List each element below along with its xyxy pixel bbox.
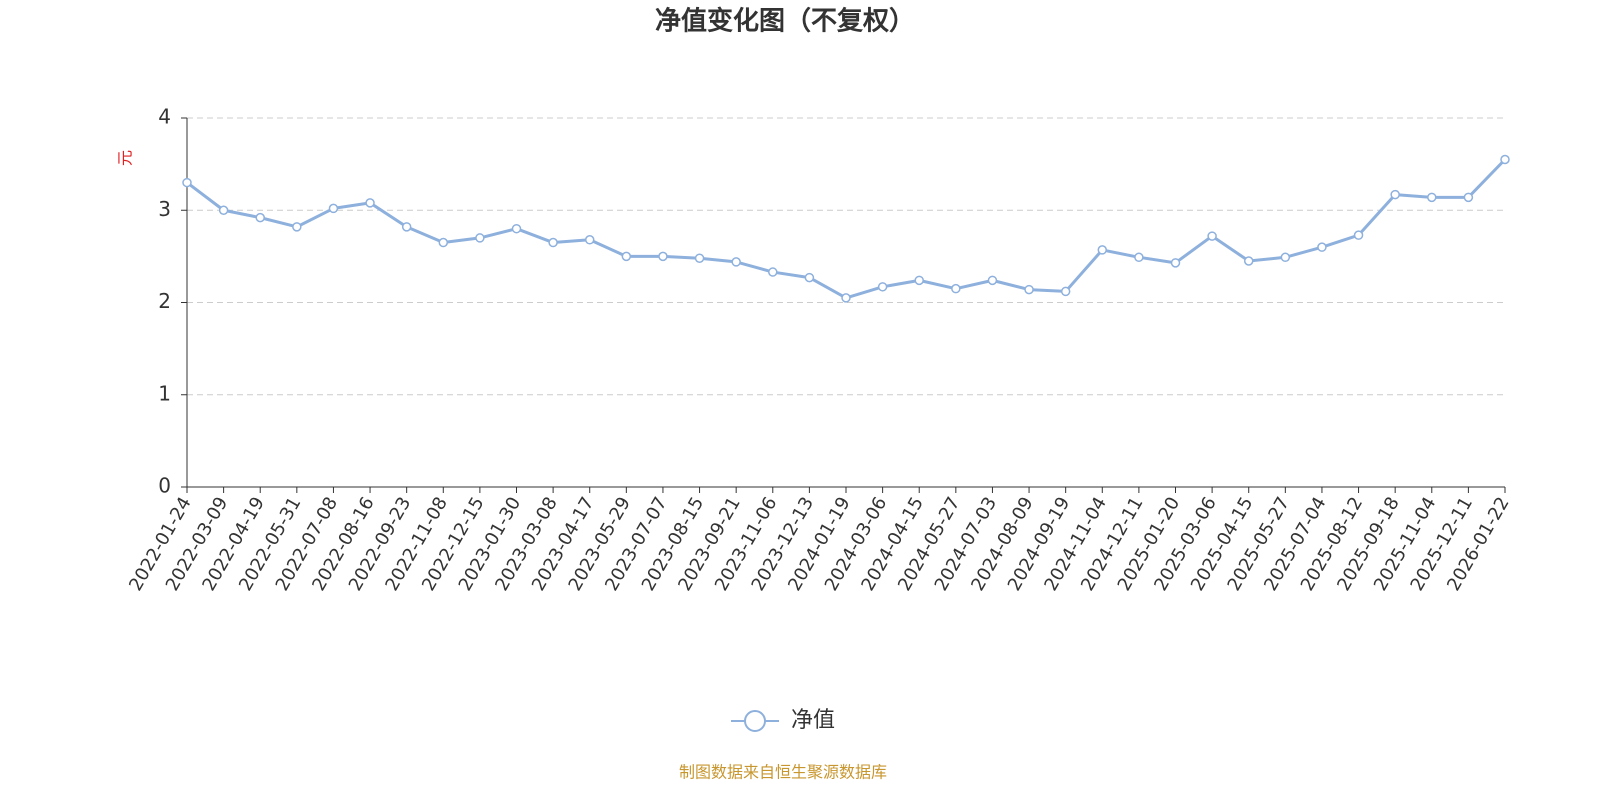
point xyxy=(621,251,632,262)
y-axis-label: 元 xyxy=(116,150,135,166)
point xyxy=(1500,154,1510,165)
point xyxy=(218,205,229,215)
point xyxy=(877,282,888,292)
point xyxy=(1134,252,1144,263)
point xyxy=(1060,286,1071,297)
y-tick-label: 0 xyxy=(158,474,171,498)
point xyxy=(365,198,375,208)
footer: 制图数据来自恒生聚源数据库 xyxy=(679,763,887,782)
point xyxy=(804,272,815,283)
point xyxy=(182,177,192,188)
point xyxy=(292,222,302,232)
point xyxy=(731,257,741,267)
point xyxy=(475,233,485,243)
point xyxy=(1463,192,1474,203)
point xyxy=(1280,252,1291,263)
point xyxy=(584,235,595,245)
point xyxy=(987,275,998,286)
y-tick-label: 4 xyxy=(158,105,171,129)
point xyxy=(1353,230,1364,240)
point xyxy=(328,203,339,214)
point xyxy=(548,237,558,248)
point xyxy=(438,237,449,248)
chart-title: 净值变化图（不复权） xyxy=(655,6,915,37)
point xyxy=(1097,245,1108,255)
line xyxy=(186,158,1507,300)
point xyxy=(841,293,851,303)
point xyxy=(1170,258,1181,268)
point xyxy=(768,267,778,277)
y-tick-label: 3 xyxy=(158,197,171,221)
point xyxy=(1243,256,1254,266)
legend-label: 净值 xyxy=(791,708,835,733)
point xyxy=(1024,284,1034,295)
y-tick-label: 1 xyxy=(158,381,171,405)
point xyxy=(694,253,705,263)
point xyxy=(1390,189,1400,200)
point xyxy=(1317,242,1327,252)
y-tick-label: 2 xyxy=(158,289,171,313)
point xyxy=(658,251,668,262)
point xyxy=(511,223,522,234)
point xyxy=(1427,192,1437,203)
point xyxy=(951,283,961,294)
point xyxy=(914,275,924,286)
point xyxy=(255,212,265,223)
point xyxy=(401,222,412,232)
legend-marker xyxy=(744,710,766,732)
point xyxy=(1207,231,1217,241)
